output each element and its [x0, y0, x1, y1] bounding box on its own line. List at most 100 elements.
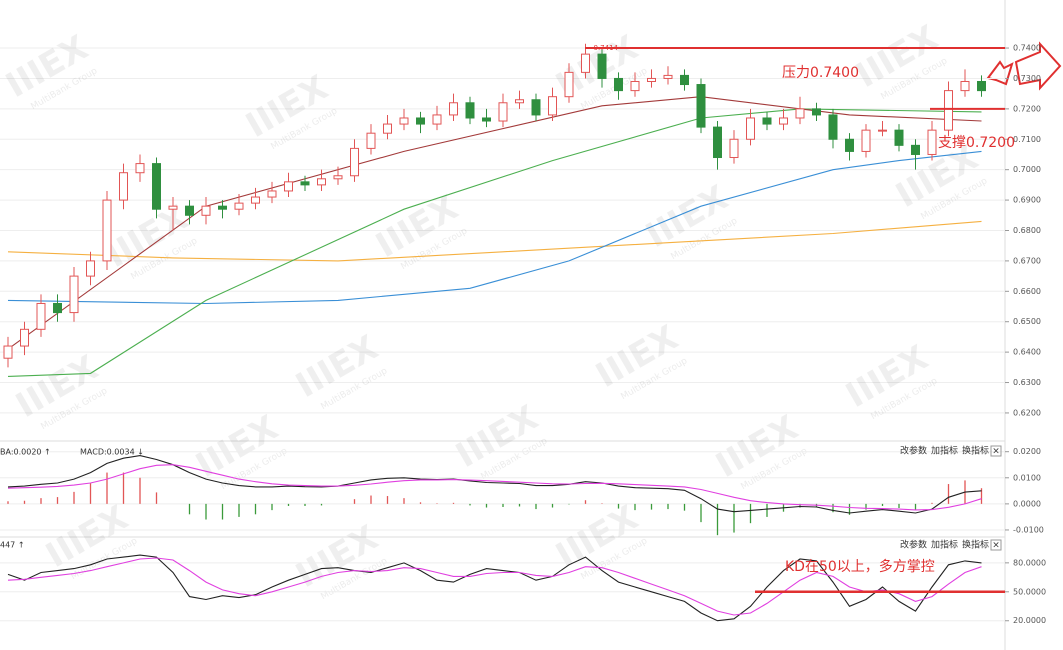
- y-tick-label: 0.6500: [1013, 317, 1041, 326]
- candle-body: [663, 74, 673, 79]
- candle-body: [20, 328, 29, 347]
- candle-body: [53, 302, 62, 314]
- candle-body: [234, 202, 244, 210]
- y-tick-label: 50.0000: [1013, 587, 1046, 596]
- candle-body: [284, 181, 293, 192]
- y-tick-label: 0.6900: [1013, 196, 1041, 205]
- candle-body: [383, 123, 392, 134]
- candle-body: [713, 126, 722, 159]
- candle-body: [465, 102, 475, 119]
- y-tick-label: 0.0000: [1013, 499, 1041, 508]
- candle-body: [366, 132, 376, 149]
- candle-body: [3, 345, 13, 359]
- candle-body: [69, 275, 79, 314]
- candle-body: [564, 71, 574, 98]
- annotation: 压力0.7400: [782, 65, 859, 81]
- y-tick-label: 0.6300: [1013, 378, 1041, 387]
- candle-body: [927, 129, 937, 155]
- candle-body: [911, 144, 920, 155]
- candle-body: [432, 114, 442, 125]
- toolbar-button: ×: [992, 447, 1000, 457]
- y-tick-label: 0.7300: [1013, 74, 1041, 83]
- y-tick-label: 0.6200: [1013, 408, 1041, 417]
- candle-body: [977, 80, 986, 92]
- candle-body: [36, 302, 46, 330]
- candle-body: [960, 80, 970, 92]
- kd-line: [7, 554, 982, 622]
- toolbar-button: 换指标: [962, 445, 989, 457]
- moving-average: [7, 150, 982, 305]
- y-tick-label: 0.6700: [1013, 256, 1041, 265]
- candle-body: [812, 108, 821, 116]
- macd-line: [7, 455, 982, 514]
- candle-body: [696, 84, 706, 128]
- candle-body: [944, 90, 953, 131]
- toolbar-button: 加指标: [931, 539, 958, 551]
- y-tick-label: 0.0200: [1013, 447, 1041, 456]
- close-box: [990, 539, 1002, 551]
- y-tick-label: 0.6800: [1013, 226, 1041, 235]
- candle-body: [350, 147, 359, 177]
- y-tick-label: 0.0100: [1013, 473, 1041, 482]
- candle-body: [267, 190, 277, 198]
- candle-body: [845, 138, 854, 152]
- y-tick-label: 0.7400: [1013, 44, 1041, 53]
- candle-body: [647, 77, 656, 82]
- candle-body: [779, 117, 788, 125]
- indicator-header: 447 ↑: [0, 541, 25, 550]
- macd-line: [7, 464, 982, 511]
- moving-average: [7, 220, 982, 262]
- candle-body: [795, 108, 805, 119]
- annotation: 支撑0.7200: [938, 135, 1015, 151]
- candle-body: [894, 129, 904, 146]
- candle-body: [333, 175, 343, 180]
- candle-body: [185, 205, 194, 216]
- candle-body: [515, 99, 524, 104]
- toolbar-button: 改参数: [900, 445, 927, 457]
- y-tick-label: 0.6400: [1013, 348, 1041, 357]
- candle-body: [630, 80, 640, 92]
- candle-body: [218, 205, 227, 210]
- candle-body: [86, 260, 95, 277]
- arrow-icon: [986, 60, 1014, 86]
- high-label: 0.7414: [594, 44, 619, 52]
- candle-body: [878, 129, 887, 132]
- toolbar-button: ×: [992, 541, 1000, 551]
- candle-body: [119, 172, 128, 201]
- direction-arrows: [986, 41, 1062, 91]
- y-tick-label: 0.7000: [1013, 165, 1041, 174]
- arrow-icon: [1014, 41, 1062, 91]
- y-tick-label: 80.0000: [1013, 558, 1046, 567]
- candle-body: [548, 96, 557, 116]
- candle-body: [317, 178, 326, 186]
- candle-body: [482, 117, 491, 122]
- candle-body: [416, 117, 425, 125]
- candle-body: [746, 117, 755, 140]
- y-tick-label: 0.7100: [1013, 135, 1041, 144]
- candle-body: [201, 205, 211, 216]
- candle-body: [729, 138, 739, 159]
- candle-body: [762, 117, 772, 125]
- indicator-header: MACD:0.0034 ↓: [80, 448, 144, 457]
- y-tick-label: 20.0000: [1013, 616, 1046, 625]
- close-box: [990, 445, 1002, 457]
- indicator-header: BA:0.0020 ↑: [0, 448, 51, 457]
- candle-body: [449, 102, 458, 116]
- y-tick-label: -0.0100: [1013, 525, 1044, 534]
- candle-body: [300, 181, 310, 186]
- candle-body: [861, 129, 871, 152]
- y-tick-label: 0.6600: [1013, 287, 1041, 296]
- candle-body: [399, 117, 409, 125]
- kd-line: [7, 557, 982, 616]
- candle-body: [614, 77, 623, 92]
- annotation: KD在50以上，多方掌控: [785, 558, 935, 575]
- toolbar-button: 加指标: [931, 445, 958, 457]
- candle-body: [135, 163, 145, 174]
- candle-body: [581, 53, 590, 73]
- candle-body: [531, 99, 541, 116]
- y-tick-label: 0.7200: [1013, 104, 1041, 113]
- candle-body: [102, 199, 112, 262]
- toolbar-button: 改参数: [900, 539, 927, 551]
- candle-body: [251, 196, 260, 204]
